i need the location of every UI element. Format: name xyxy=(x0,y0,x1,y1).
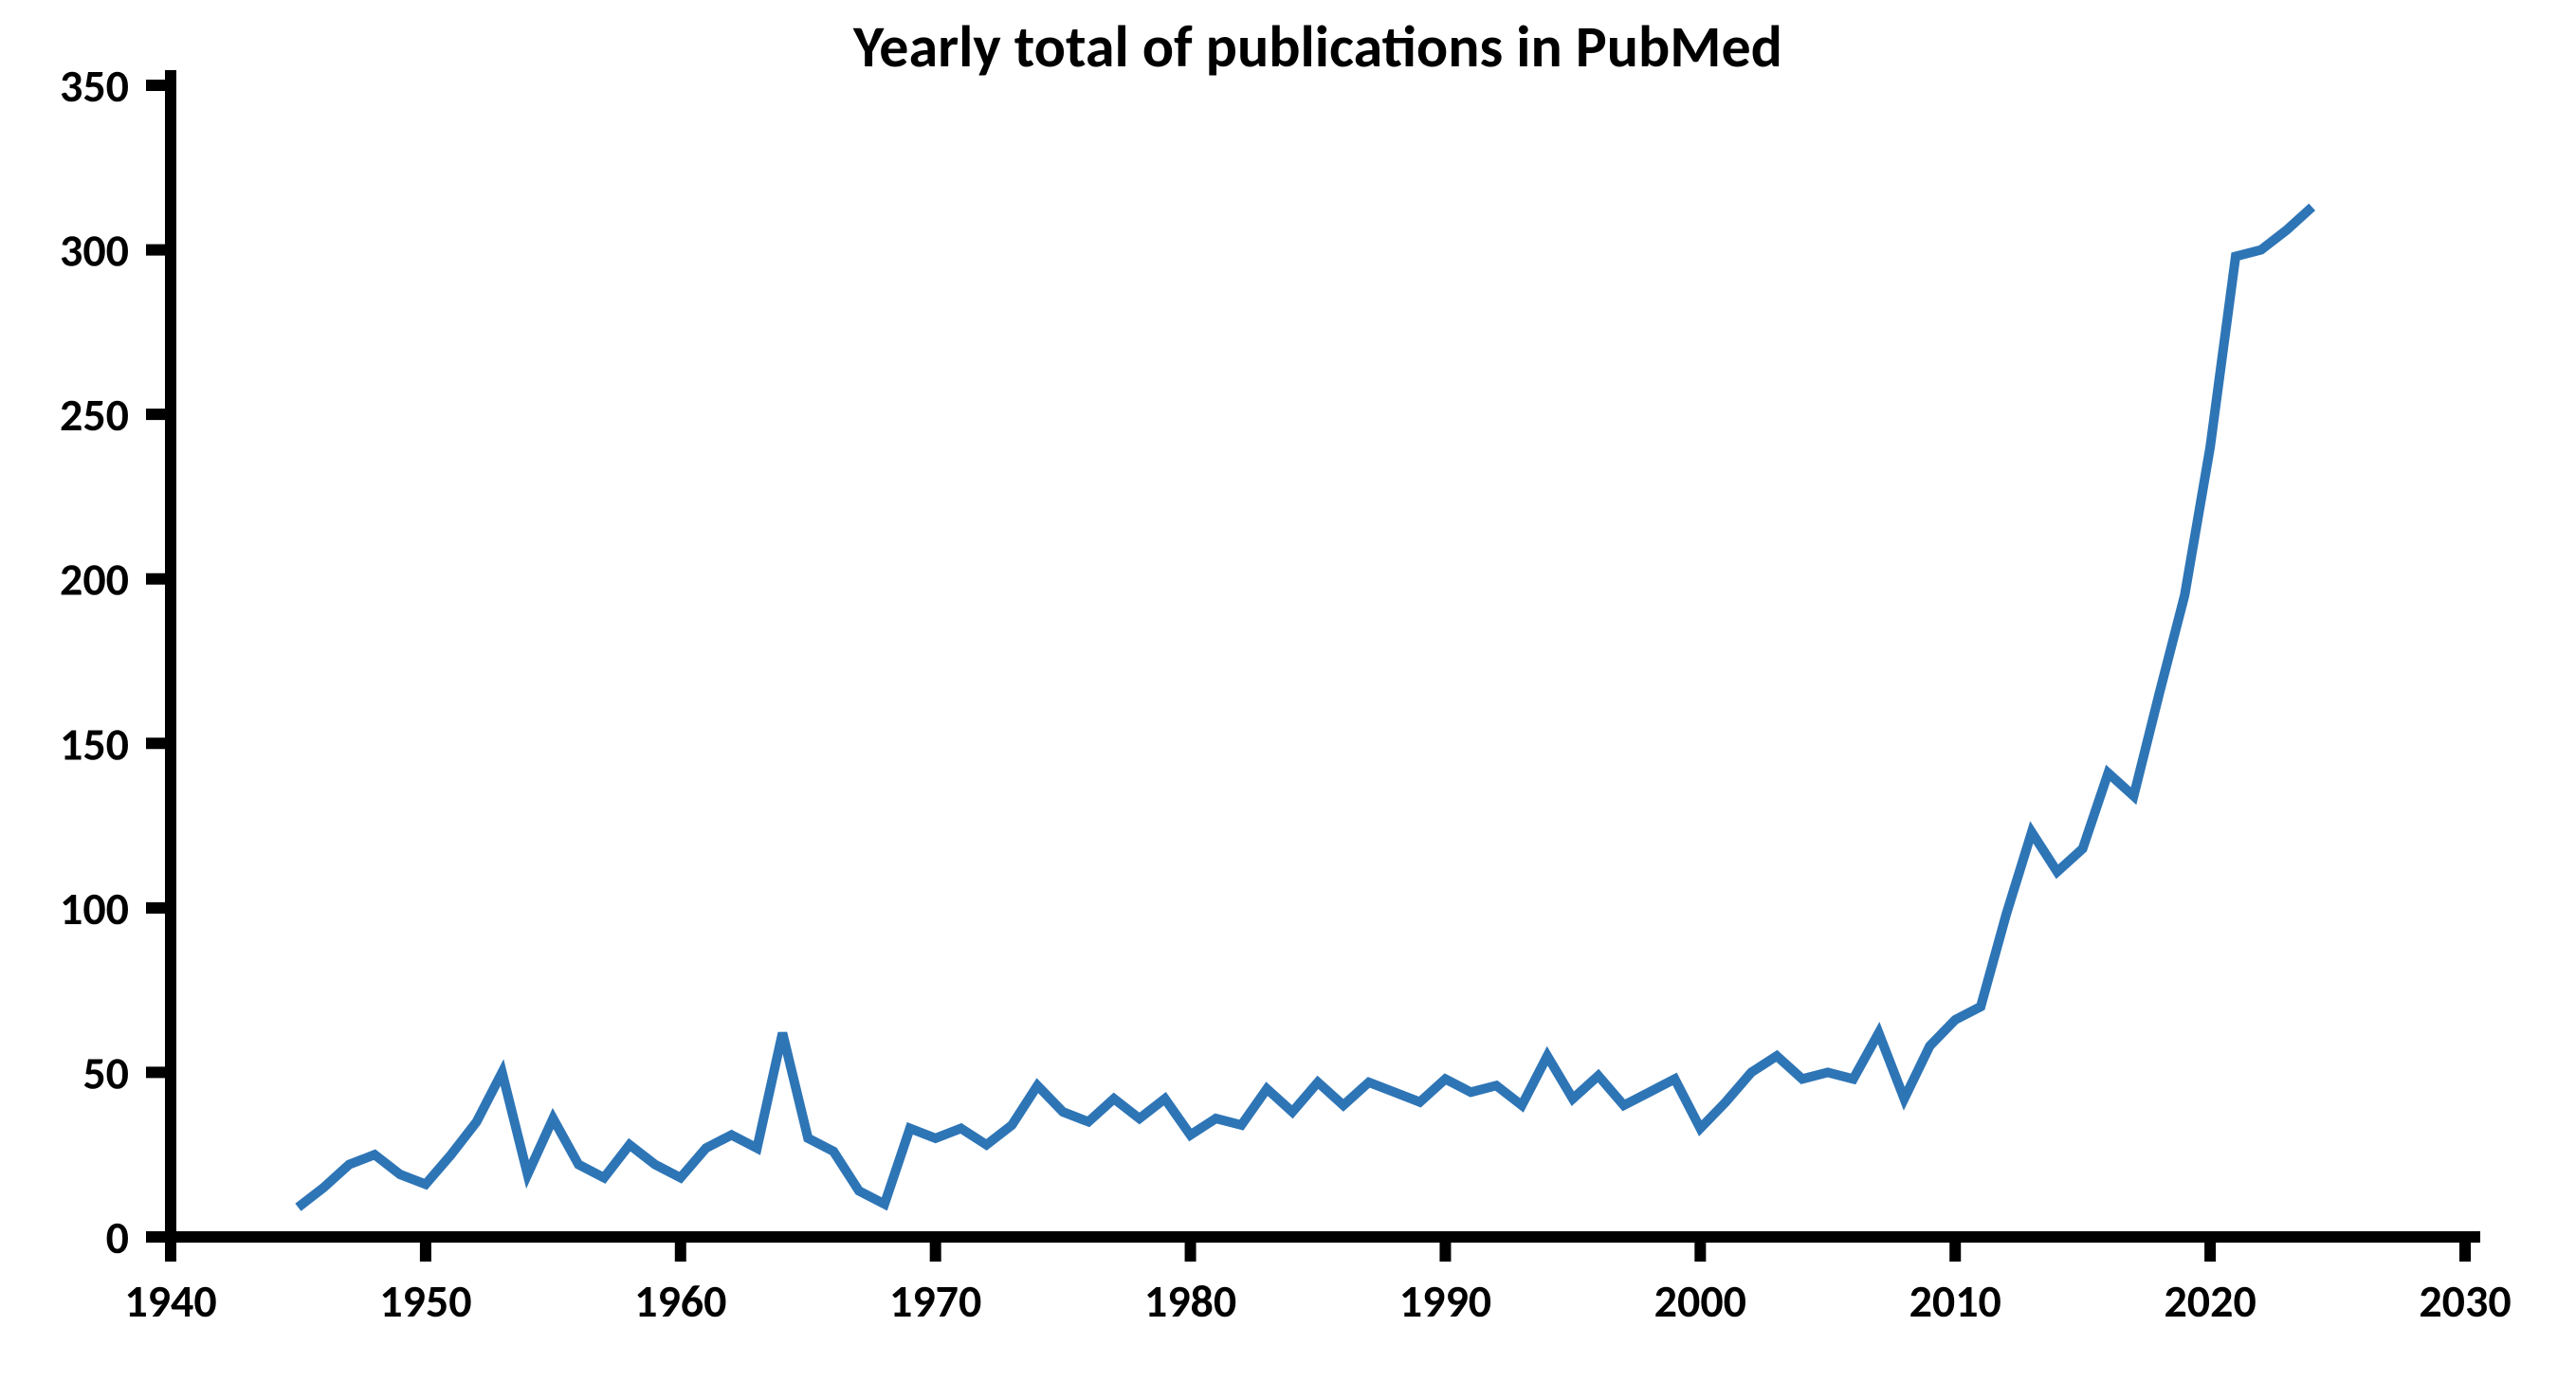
x-tick-label: 1970 xyxy=(889,1273,981,1329)
x-tick-label: 1960 xyxy=(634,1273,726,1329)
chart-title: Yearly total of publications in PubMed xyxy=(852,10,1782,82)
x-tick-label: 2000 xyxy=(1654,1273,1746,1329)
y-tick-label: 350 xyxy=(60,58,129,114)
y-tick-label: 0 xyxy=(106,1209,129,1265)
plot-background xyxy=(0,0,2576,1381)
y-tick-label: 250 xyxy=(60,387,129,443)
x-tick-label: 1980 xyxy=(1144,1273,1236,1329)
y-tick-label: 50 xyxy=(82,1045,129,1100)
x-tick-label: 2030 xyxy=(2419,1273,2511,1329)
x-tick-label: 1940 xyxy=(124,1273,216,1329)
y-tick-label: 200 xyxy=(60,552,129,608)
y-tick-label: 150 xyxy=(60,716,129,772)
y-tick-label: 300 xyxy=(60,223,129,279)
x-tick-label: 1950 xyxy=(379,1273,471,1329)
chart-container: Yearly total of publications in PubMed 0 5… xyxy=(0,0,2576,1381)
y-tick-label: 100 xyxy=(60,881,129,936)
x-tick-label: 1990 xyxy=(1399,1273,1491,1329)
x-tick-label: 2010 xyxy=(1909,1273,2001,1329)
line-chart: Yearly total of publications in PubMed 0 5… xyxy=(0,0,2576,1381)
x-tick-label: 2020 xyxy=(2164,1273,2256,1329)
